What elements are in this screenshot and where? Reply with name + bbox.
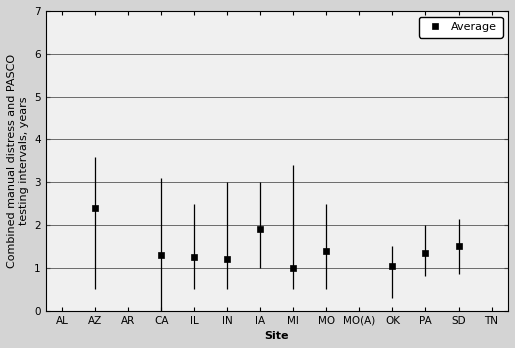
- Y-axis label: Combined manual distress and PASCO
testing intervals, years: Combined manual distress and PASCO testi…: [7, 54, 28, 268]
- Legend: Average: Average: [419, 16, 503, 38]
- X-axis label: Site: Site: [265, 331, 289, 341]
